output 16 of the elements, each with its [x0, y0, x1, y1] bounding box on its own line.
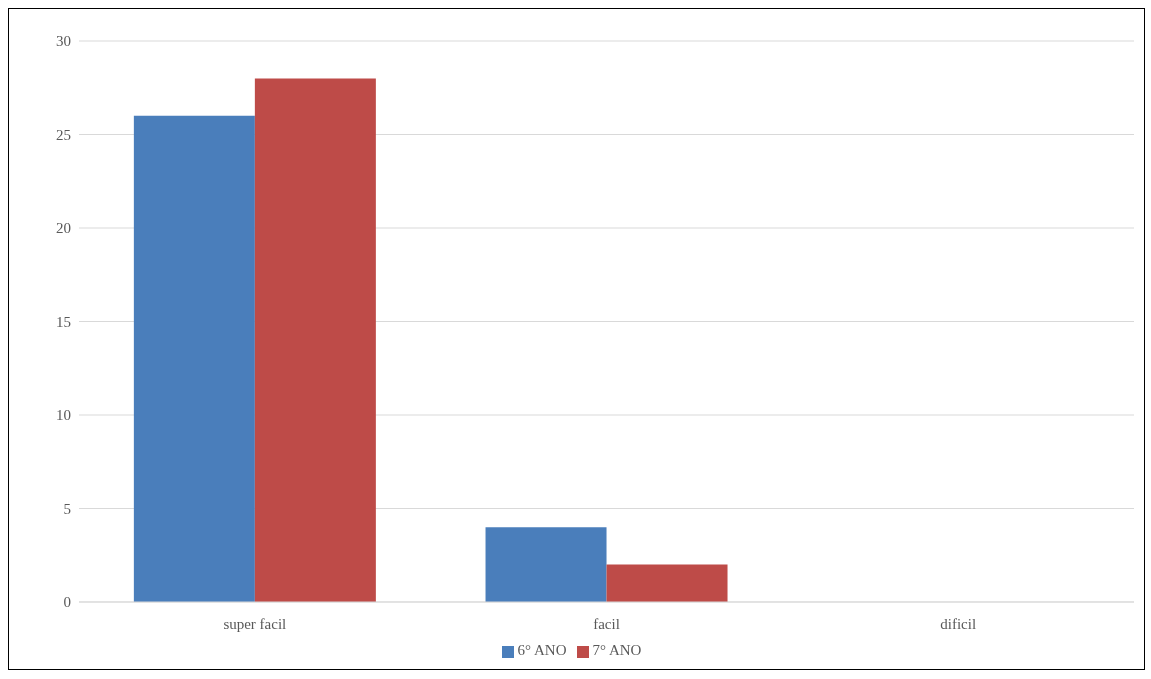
legend-label: 7° ANO	[592, 642, 642, 658]
x-tick-label: facil	[593, 615, 620, 632]
y-tick-label: 20	[56, 220, 71, 237]
y-tick-label: 25	[56, 126, 71, 143]
bar	[133, 115, 255, 602]
x-tick-label: dificil	[940, 615, 977, 632]
y-tick-label: 15	[56, 313, 71, 330]
y-tick-label: 5	[63, 500, 71, 517]
x-tick-label: super facil	[223, 615, 287, 632]
y-tick-label: 0	[63, 594, 71, 611]
bar	[254, 78, 376, 602]
legend-label: 6° ANO	[517, 642, 567, 658]
y-tick-label: 10	[56, 407, 71, 424]
bar	[606, 564, 728, 602]
bar	[485, 527, 607, 602]
y-tick-label: 30	[56, 33, 71, 50]
